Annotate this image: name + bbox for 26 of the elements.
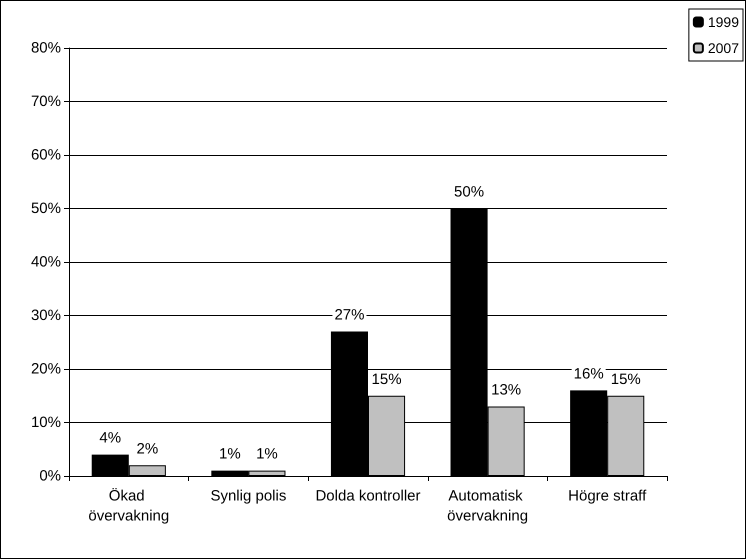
y-tick-label: 30% [30,307,61,324]
y-tick-label: 0% [39,468,61,484]
data-label: 15% [372,370,402,388]
data-label: 16% [574,365,604,382]
x-tick-label: Synlig polis [210,488,286,504]
x-tick-label: Dolda kontroller [315,488,421,504]
legend-label: 1999 [708,14,740,30]
x-tick-label: Automatisk övervakning [447,488,528,524]
data-label: 4% [99,430,122,447]
data-label: 2% [136,440,158,458]
y-tick-label: 50% [30,200,61,217]
legend-label: 2007 [708,40,740,56]
x-tick-label: Ökad övervakning [88,488,170,524]
y-tick-label: 40% [30,254,61,270]
y-tick-label: 60% [30,146,61,164]
data-label: 1% [256,446,278,463]
data-label: 15% [610,370,641,388]
y-tick-label: 20% [30,360,61,378]
data-label: 13% [491,381,522,398]
data-label: 27% [334,306,364,324]
data-label: 50% [454,184,484,200]
y-tick-label: 70% [30,93,61,110]
y-tick-label: 10% [30,414,61,431]
x-tick-label: Högre straff [568,488,648,504]
y-tick-label: 80% [30,40,61,56]
data-label: 1% [219,446,241,463]
